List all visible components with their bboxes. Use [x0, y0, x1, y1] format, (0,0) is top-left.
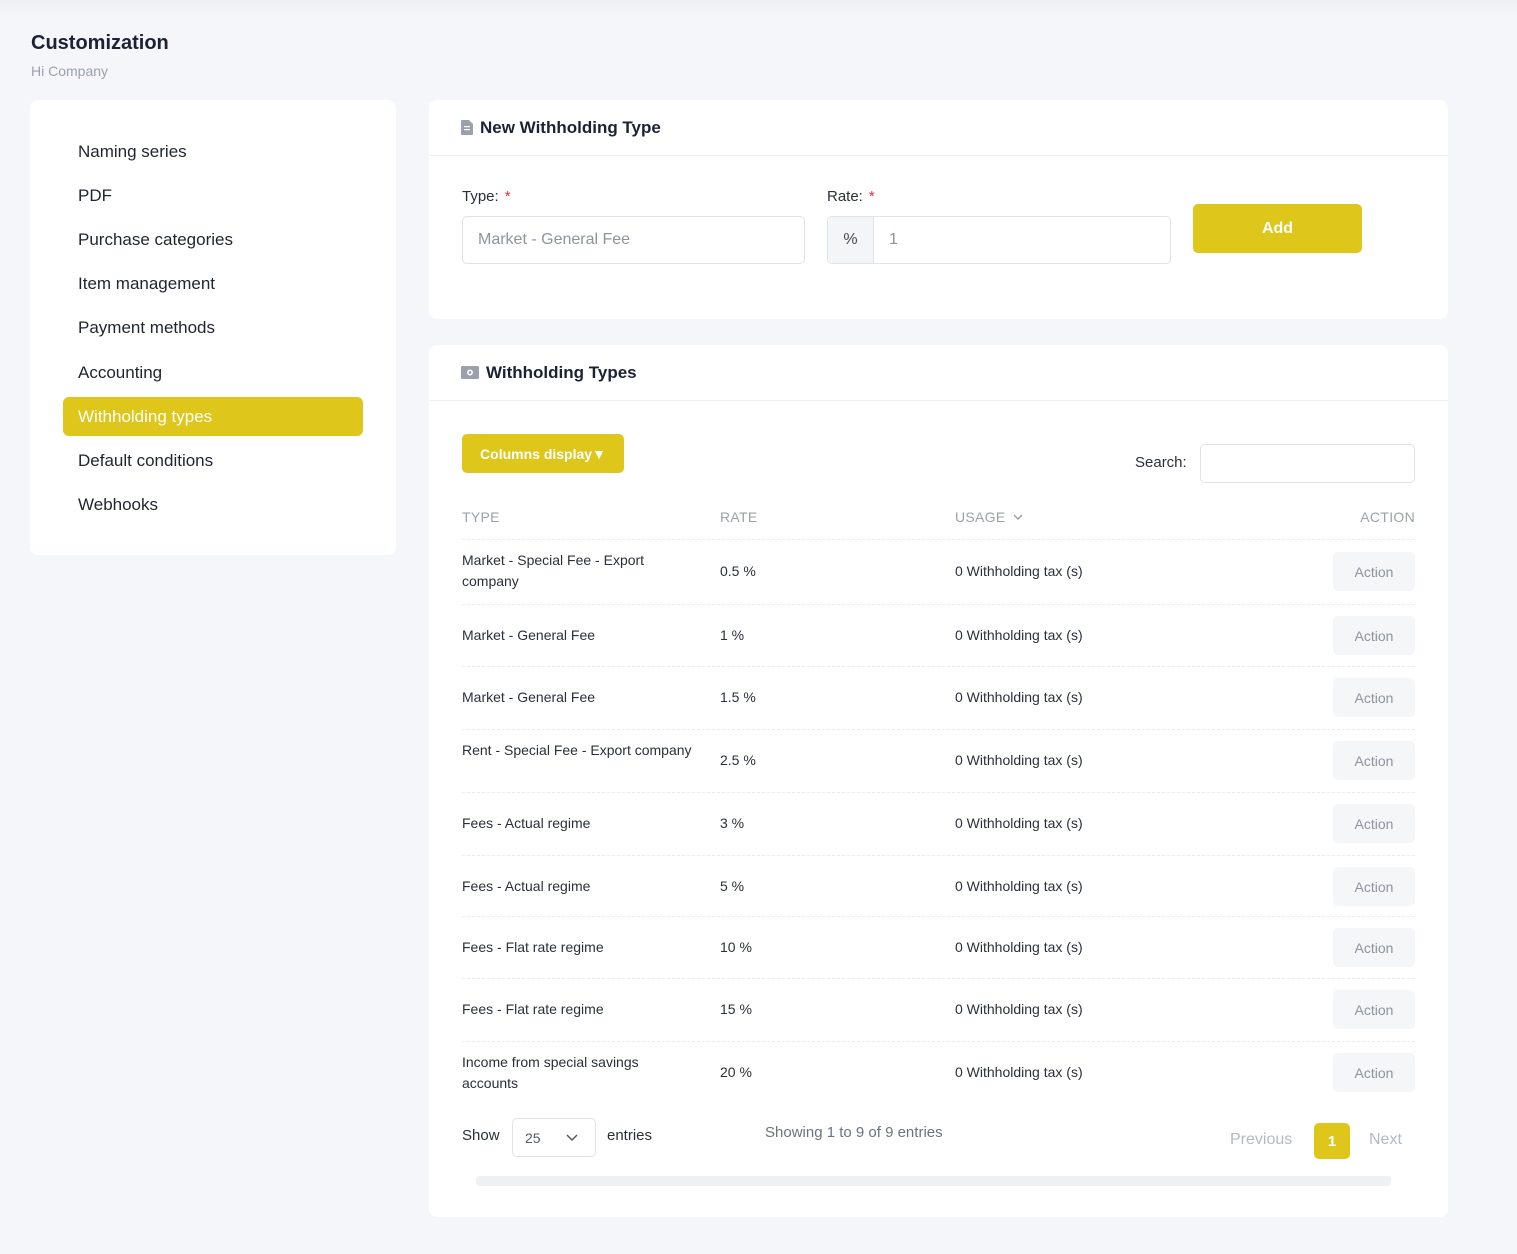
table-row: Fees - Actual regime 3 % 0 Withholding t…: [462, 792, 1415, 855]
rate-cell: 20 %: [720, 1064, 752, 1080]
usage-cell: 0 Withholding tax (s): [955, 627, 1083, 643]
chevron-down-icon: [1012, 514, 1023, 520]
columns-display-button[interactable]: Columns display▼: [462, 434, 624, 473]
horizontal-scrollbar[interactable]: [476, 1176, 1391, 1186]
sidebar-item-default-conditions[interactable]: Default conditions: [78, 450, 214, 470]
header-usage-label: USAGE: [955, 509, 1006, 525]
action-button[interactable]: Action: [1333, 741, 1415, 780]
rate-label-text: Rate:: [827, 188, 863, 205]
card-title: Withholding Types: [486, 362, 637, 382]
action-button[interactable]: Action: [1333, 552, 1415, 591]
rate-input-placeholder: 1: [889, 231, 898, 248]
usage-cell: 0 Withholding tax (s): [955, 939, 1083, 955]
company-name: Hi Company: [31, 63, 109, 79]
show-label: Show: [462, 1127, 500, 1144]
sidebar-item-naming-series[interactable]: Naming series: [78, 141, 187, 161]
previous-page-button[interactable]: Previous: [1230, 1131, 1293, 1148]
usage-cell: 0 Withholding tax (s): [955, 752, 1083, 768]
action-button[interactable]: Action: [1333, 867, 1415, 906]
table-info: Showing 1 to 9 of 9 entries: [765, 1124, 943, 1141]
new-withholding-type-header: New Withholding Type: [429, 100, 1448, 156]
search-label: Search:: [1135, 454, 1187, 471]
table-row: Market - General Fee 1.5 % 0 Withholding…: [462, 666, 1415, 729]
sidebar-item-payment-methods[interactable]: Payment methods: [78, 317, 216, 337]
action-button[interactable]: Action: [1333, 678, 1415, 717]
file-invoice-icon: [461, 120, 473, 135]
action-button[interactable]: Action: [1333, 616, 1415, 655]
type-cell: Rent - Special Fee - Export company: [462, 742, 692, 758]
next-page-button[interactable]: Next: [1369, 1131, 1402, 1148]
page-1-button[interactable]: 1: [1314, 1123, 1350, 1159]
action-button[interactable]: Action: [1333, 1053, 1415, 1092]
action-button[interactable]: Action: [1333, 804, 1415, 843]
table-row: Income from special savings accounts 20 …: [462, 1041, 1415, 1104]
rate-cell: 0.5 %: [720, 563, 756, 579]
required-mark: *: [504, 188, 511, 205]
type-cell: Fees - Actual regime: [462, 815, 591, 831]
page-size-value: 25: [525, 1129, 541, 1146]
usage-cell: 0 Withholding tax (s): [955, 1064, 1083, 1080]
type-label: Type: *: [462, 188, 511, 205]
withholding-types-header: Withholding Types: [429, 345, 1448, 401]
search-input[interactable]: [1200, 444, 1415, 483]
header-action: ACTION: [1360, 509, 1415, 525]
money-bill-icon: [461, 366, 479, 379]
type-input-placeholder: Market - General Fee: [478, 231, 631, 248]
rate-cell: 2.5 %: [720, 752, 756, 768]
table-row: Fees - Flat rate regime 10 % 0 Withholdi…: [462, 916, 1415, 978]
top-bar: [0, 0, 1517, 16]
type-cell: Market - Special Fee - Export company: [462, 552, 645, 589]
sidebar-item-webhooks[interactable]: Webhooks: [78, 494, 159, 514]
usage-cell: 0 Withholding tax (s): [955, 878, 1083, 894]
sidebar-item-withholding-types[interactable]: Withholding types: [63, 397, 363, 436]
usage-cell: 0 Withholding tax (s): [955, 563, 1083, 579]
rate-label: Rate: *: [827, 188, 875, 205]
table-row: Fees - Flat rate regime 15 % 0 Withholdi…: [462, 978, 1415, 1041]
settings-sidebar: Naming series PDF Purchase categories It…: [30, 100, 396, 555]
type-cell: Market - General Fee: [462, 627, 596, 643]
type-cell: Market - General Fee: [462, 689, 596, 705]
type-cell: Income from special savings accounts: [462, 1054, 639, 1091]
add-button[interactable]: Add: [1193, 204, 1362, 253]
table-row: Market - General Fee 1 % 0 Withholding t…: [462, 604, 1415, 666]
header-type[interactable]: TYPE: [462, 509, 500, 525]
new-withholding-type-card: New Withholding Type Type: * Market - Gen…: [429, 100, 1448, 319]
rate-cell: 10 %: [720, 939, 752, 955]
sidebar-item-purchase-categories[interactable]: Purchase categories: [78, 229, 233, 249]
required-mark: *: [868, 188, 875, 205]
table-row: Fees - Actual regime 5 % 0 Withholding t…: [462, 855, 1415, 916]
withholding-types-card: Withholding Types Columns display▼ Searc…: [429, 345, 1448, 1217]
sidebar-item-item-management[interactable]: Item management: [78, 273, 216, 293]
page-size-select[interactable]: 25: [512, 1118, 596, 1157]
usage-cell: 0 Withholding tax (s): [955, 689, 1083, 705]
sidebar-item-accounting[interactable]: Accounting: [78, 362, 163, 382]
table-row: Rent - Special Fee - Export company 2.5 …: [462, 729, 1415, 792]
page-title: Customization: [31, 32, 169, 54]
action-button[interactable]: Action: [1333, 928, 1415, 967]
table-row: Market - Special Fee - Export company 0.…: [462, 539, 1415, 604]
usage-cell: 0 Withholding tax (s): [955, 1001, 1083, 1017]
rate-cell: 1.5 %: [720, 689, 756, 705]
rate-cell: 15 %: [720, 1001, 752, 1017]
rate-cell: 5 %: [720, 878, 745, 894]
type-cell: Fees - Flat rate regime: [462, 1001, 604, 1017]
rate-cell: 3 %: [720, 815, 745, 831]
chevron-down-icon: [566, 1134, 578, 1141]
entries-label: entries: [607, 1127, 653, 1144]
type-label-text: Type:: [462, 188, 499, 205]
rate-input[interactable]: % 1: [827, 216, 1171, 264]
action-button[interactable]: Action: [1333, 990, 1415, 1029]
header-usage[interactable]: USAGE: [955, 509, 1023, 525]
type-cell: Fees - Flat rate regime: [462, 939, 604, 955]
rate-cell: 1 %: [720, 627, 745, 643]
card-title: New Withholding Type: [480, 117, 661, 137]
type-input[interactable]: Market - General Fee: [462, 216, 805, 264]
sidebar-item-pdf[interactable]: PDF: [78, 185, 112, 205]
percent-addon: %: [828, 217, 874, 263]
header-rate[interactable]: RATE: [720, 509, 758, 525]
usage-cell: 0 Withholding tax (s): [955, 815, 1083, 831]
type-cell: Fees - Actual regime: [462, 878, 591, 894]
